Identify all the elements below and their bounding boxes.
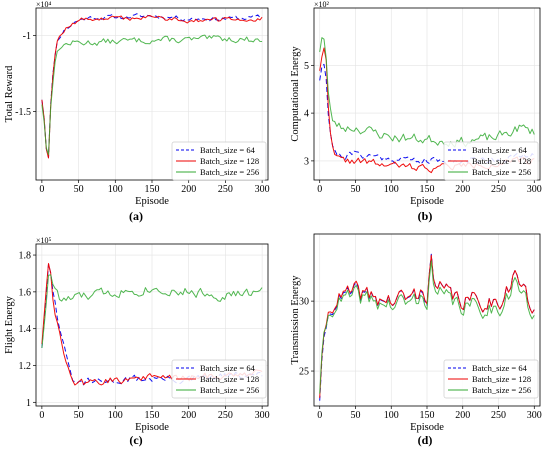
chart-panel-3: 0 50 100 150 200 250 300 1 1.2 1.4 1.6 1.8 Episode Fl… xyxy=(4,236,270,447)
x-tick-label: 300 xyxy=(255,184,270,195)
x-tick-label: 100 xyxy=(384,410,399,421)
x-tick-label: 250 xyxy=(218,184,233,195)
x-axis-label: Episode xyxy=(410,422,444,433)
legend-label-2: Batch_size = 128 xyxy=(472,374,531,384)
legend-box xyxy=(443,359,539,399)
legend-label-3: Batch_size = 256 xyxy=(200,167,259,177)
y-axis-label: Flight Energy xyxy=(4,295,15,354)
x-tick-label: 150 xyxy=(420,410,435,421)
legend-label-1: Batch_size = 64 xyxy=(200,145,256,155)
x-tick-label: 300 xyxy=(255,410,270,421)
x-tick-label: 0 xyxy=(317,184,322,195)
x-tick-label: 250 xyxy=(491,410,506,421)
legend-box xyxy=(171,141,267,181)
x-tick-label: 200 xyxy=(455,184,470,195)
chart-panel-1: 0 50 100 150 200 250 300 -1.5 -1 Episode Total Rew… xyxy=(4,0,270,223)
legend-label-1: Batch_size = 64 xyxy=(472,363,528,373)
y-tick-label: -1.5 xyxy=(15,107,31,118)
y-axis-label: Total Reward xyxy=(4,65,15,122)
x-axis-label: Episode xyxy=(410,196,444,207)
x-tick-label: 50 xyxy=(350,410,360,421)
series-group xyxy=(41,13,263,159)
x-tick-label: 200 xyxy=(455,410,470,421)
y-axis-exponent: ×10² xyxy=(314,0,330,9)
x-tick-label: 300 xyxy=(527,410,542,421)
legend-label-1: Batch_size = 64 xyxy=(200,363,256,373)
legend-label-2: Batch_size = 128 xyxy=(200,374,259,384)
x-tick-label: 100 xyxy=(108,410,123,421)
x-tick-label: 250 xyxy=(218,410,233,421)
legend-box xyxy=(443,141,539,181)
legend-label-2: Batch_size = 128 xyxy=(472,156,531,166)
series-group xyxy=(319,253,535,401)
series-line-3 xyxy=(319,37,535,148)
panel-label: (b) xyxy=(418,209,433,223)
panel-label: (a) xyxy=(129,209,143,223)
x-tick-label: 100 xyxy=(384,184,399,195)
legend-label-2: Batch_size = 128 xyxy=(200,156,259,166)
y-axis-label: Transmission Energy xyxy=(290,275,301,365)
x-tick-label: 300 xyxy=(527,184,542,195)
y-tick-label: 1 xyxy=(26,398,31,409)
series-line-3 xyxy=(41,34,263,156)
y-axis-label: Computational Energy xyxy=(290,46,301,142)
chart-panel-4: 0 50 100 150 200 250 300 25 30 Episode Transmissio… xyxy=(290,233,542,447)
x-tick-label: 150 xyxy=(420,184,435,195)
legend-label-3: Batch_size = 256 xyxy=(200,385,259,395)
x-axis-label: Episode xyxy=(135,196,169,207)
x-tick-label: 100 xyxy=(108,184,123,195)
y-tick-label: 4 xyxy=(304,109,309,120)
series-line-3 xyxy=(41,274,263,349)
y-tick-label: 1.6 xyxy=(19,287,32,298)
y-tick-label: 1.8 xyxy=(19,251,32,262)
y-tick-label: 30 xyxy=(299,297,309,308)
x-tick-label: 0 xyxy=(39,184,44,195)
x-tick-label: 50 xyxy=(350,184,360,195)
y-tick-label: 1.4 xyxy=(19,324,32,335)
legend-box xyxy=(171,359,267,399)
x-axis-label: Episode xyxy=(135,422,169,433)
y-tick-label: 1.2 xyxy=(19,361,32,372)
y-tick-label: 5 xyxy=(304,61,309,72)
legend-label-3: Batch_size = 256 xyxy=(472,385,531,395)
legend-label-1: Batch_size = 64 xyxy=(472,145,528,155)
x-tick-label: 250 xyxy=(491,184,506,195)
y-tick-label: -1 xyxy=(23,31,31,42)
series-line-3 xyxy=(319,260,535,394)
x-tick-label: 50 xyxy=(74,184,84,195)
x-tick-label: 0 xyxy=(317,410,322,421)
legend-label-3: Batch_size = 256 xyxy=(472,167,531,177)
x-tick-label: 200 xyxy=(181,184,196,195)
x-tick-label: 150 xyxy=(145,410,160,421)
x-tick-label: 0 xyxy=(39,410,44,421)
x-tick-label: 50 xyxy=(74,410,84,421)
series-line-2 xyxy=(41,15,263,159)
panel-label: (c) xyxy=(129,433,142,447)
panel-label: (d) xyxy=(418,433,433,447)
y-axis-exponent: ×10⁴ xyxy=(36,0,52,9)
x-tick-label: 150 xyxy=(145,184,160,195)
y-tick-label: 3 xyxy=(304,156,309,167)
y-axis-exponent: ×10⁵ xyxy=(36,236,52,245)
y-tick-label: 25 xyxy=(299,367,309,378)
chart-panel-2: 0 50 100 150 200 250 300 3 4 5 Episode Computationa… xyxy=(290,0,542,223)
x-tick-label: 200 xyxy=(181,410,196,421)
